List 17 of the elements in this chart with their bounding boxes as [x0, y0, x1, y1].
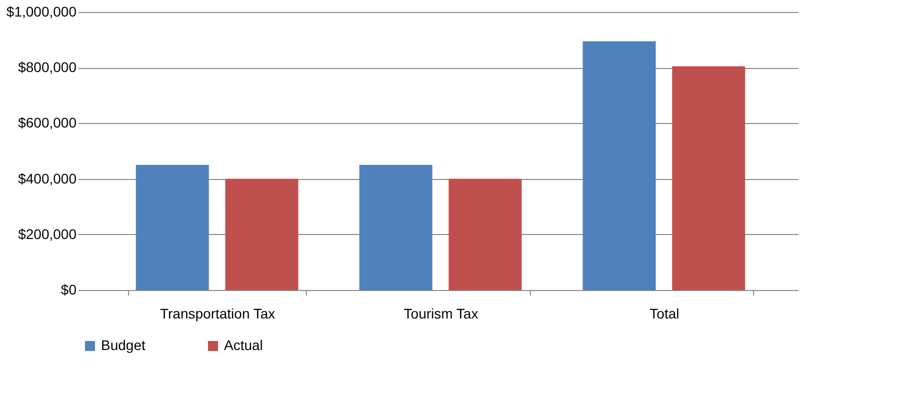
bar — [225, 178, 298, 290]
y-tick-label: $800,000 — [18, 59, 77, 76]
x-tick-label: Transportation Tax — [160, 306, 276, 322]
bar — [448, 178, 522, 290]
y-tick-label: $600,000 — [18, 114, 77, 131]
legend-label: Budget — [101, 337, 146, 353]
bar — [136, 164, 209, 290]
legend-label: Actual — [224, 337, 263, 353]
x-tick-label: Tourism Tax — [404, 306, 478, 322]
y-tick-label: $1,000,000 — [6, 4, 77, 20]
x-tick-label: Total — [650, 306, 680, 322]
bar — [359, 164, 432, 290]
bar — [582, 41, 656, 290]
y-tick-label: $0 — [60, 282, 77, 298]
y-tick-label: $200,000 — [18, 226, 77, 242]
y-tick-label: $400,000 — [18, 170, 77, 186]
bar — [672, 66, 746, 290]
